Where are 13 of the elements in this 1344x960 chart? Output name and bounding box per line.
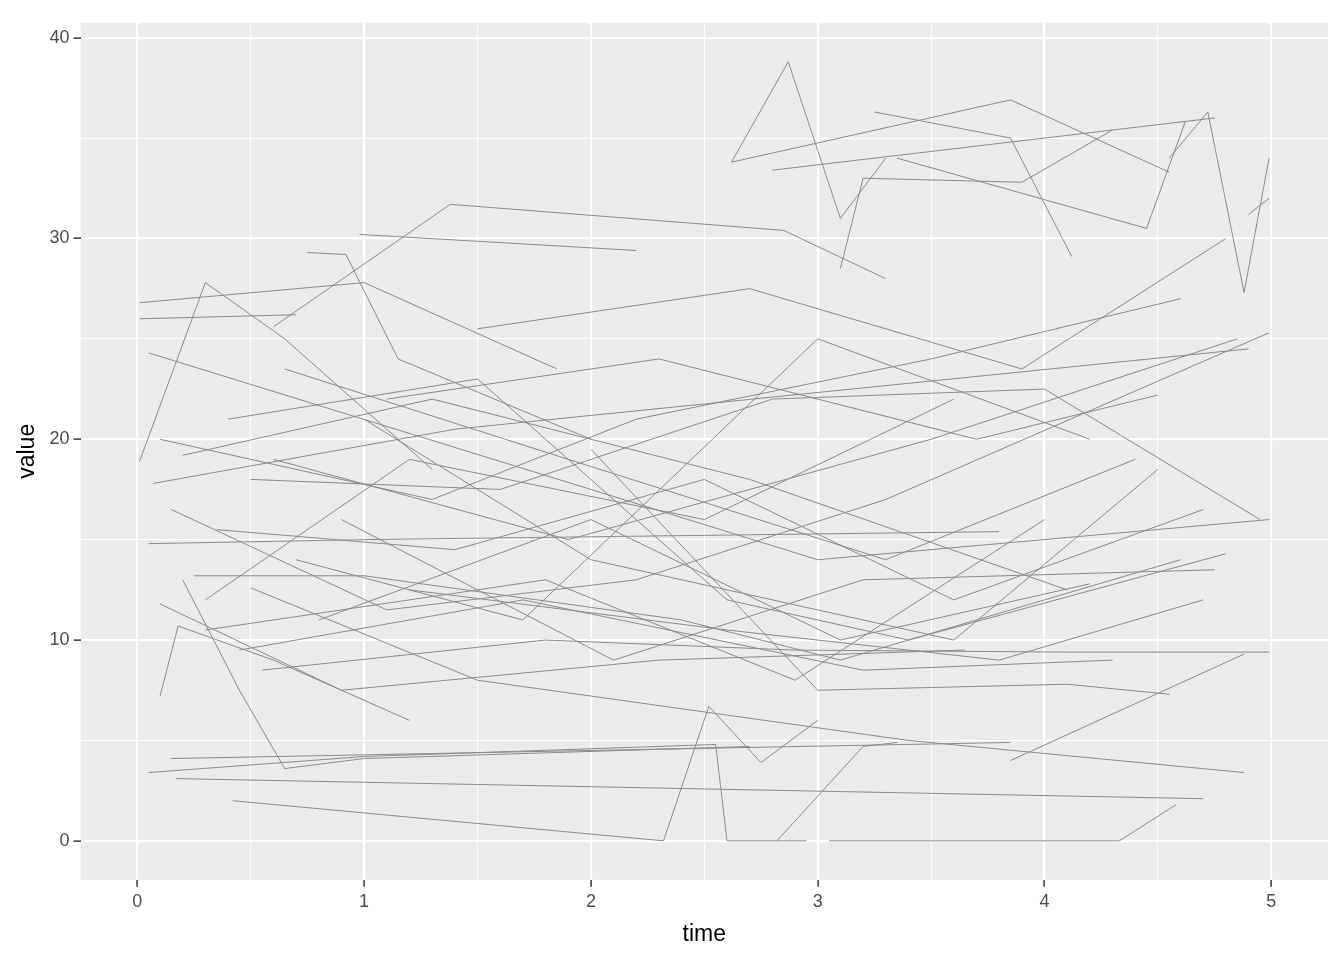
y-axis-title: value — [13, 423, 40, 479]
y-tick-label: 0 — [59, 829, 70, 850]
x-tick-label: 0 — [132, 890, 143, 911]
y-tick-label: 10 — [49, 629, 70, 650]
y-tick-label: 20 — [49, 428, 70, 449]
x-tick-label: 2 — [585, 890, 596, 911]
y-tick-label: 40 — [49, 26, 70, 47]
x-tick-label: 3 — [812, 890, 823, 911]
x-tick-label: 5 — [1266, 890, 1277, 911]
y-tick-label: 30 — [49, 227, 70, 248]
x-tick-label: 1 — [359, 890, 370, 911]
x-axis-title: time — [682, 919, 727, 946]
x-tick-label: 4 — [1039, 890, 1050, 911]
